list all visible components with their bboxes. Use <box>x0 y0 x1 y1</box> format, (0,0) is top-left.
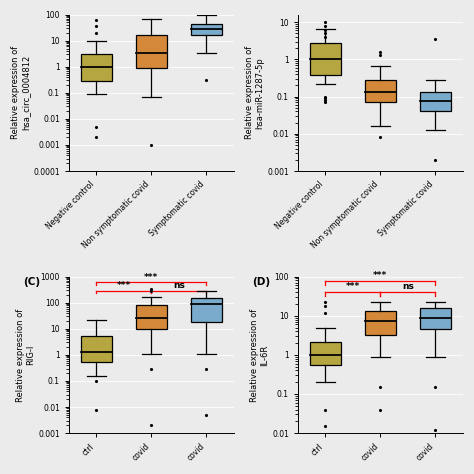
Bar <box>420 92 450 111</box>
Bar <box>310 43 340 75</box>
Text: ns: ns <box>173 281 185 290</box>
Y-axis label: Relative expression of
RIG-I: Relative expression of RIG-I <box>16 308 36 401</box>
Y-axis label: Relative expression of
IL-6R: Relative expression of IL-6R <box>250 308 269 401</box>
Text: ***: *** <box>346 282 360 291</box>
Bar <box>82 54 111 81</box>
Y-axis label: Relative expression of
hsa-miR-1287-5p: Relative expression of hsa-miR-1287-5p <box>245 46 264 139</box>
Bar <box>137 36 166 68</box>
Text: ***: *** <box>144 273 158 282</box>
Bar <box>365 81 395 102</box>
Bar <box>310 342 340 365</box>
Bar <box>137 305 166 329</box>
Text: ns: ns <box>402 282 414 291</box>
Y-axis label: Relative expression of
hsa_circ_0004812: Relative expression of hsa_circ_0004812 <box>11 46 30 139</box>
Bar <box>191 24 221 36</box>
Text: (D): (D) <box>252 277 270 287</box>
Text: (C): (C) <box>23 277 40 287</box>
Bar <box>82 336 111 362</box>
Text: ***: *** <box>117 281 131 290</box>
Bar <box>420 308 450 329</box>
Bar <box>365 311 395 335</box>
Text: ***: *** <box>374 271 388 280</box>
Bar <box>191 298 221 322</box>
